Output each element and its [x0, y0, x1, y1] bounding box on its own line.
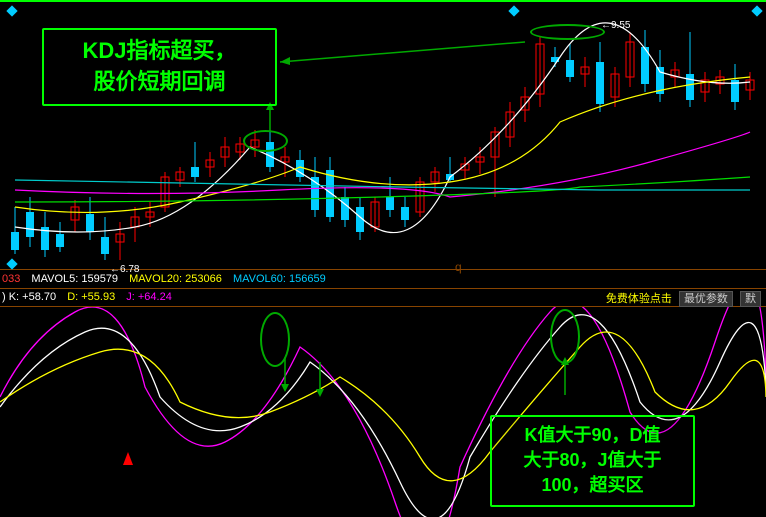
button-area: 免费体验点击 最优参数 默 — [602, 290, 761, 306]
annotation-line: 股价短期回调 — [52, 67, 267, 98]
ellipse-mark — [550, 309, 580, 364]
annotation-line: 大于80，J值大于 — [500, 448, 685, 473]
mavol60-label: MAVOL60: 156659 — [233, 273, 326, 285]
price-high-label: ←9.55 — [601, 20, 630, 31]
ellipse-mark — [260, 312, 290, 367]
chart-root: KDJ指标超买， 股价短期回调 ←9.55 ←6.78 q — [0, 0, 766, 517]
vol-label: 033 — [2, 273, 20, 285]
kdj-j-label: J: +64.24 — [126, 291, 172, 303]
kdj-k-label: ) K: +58.70 — [2, 291, 56, 303]
volume-header: 033 MAVOL5: 159579 MAVOL20: 253066 MAVOL… — [0, 271, 766, 289]
kdj-panel: K值大于90，D值 大于80，J值大于 100，超买区 — [0, 307, 766, 517]
annotation-line: K值大于90，D值 — [500, 423, 685, 448]
ellipse-mark — [530, 24, 605, 40]
kdj-d-label: D: +55.93 — [67, 291, 115, 303]
annotation-line: 100，超买区 — [500, 473, 685, 498]
default-button[interactable]: 默 — [740, 291, 761, 307]
annotation-bottom: K值大于90，D值 大于80，J值大于 100，超买区 — [490, 415, 695, 507]
annotation-top: KDJ指标超买， 股价短期回调 — [42, 28, 277, 106]
trial-link[interactable]: 免费体验点击 — [606, 293, 672, 305]
mavol20-label: MAVOL20: 253066 — [129, 273, 222, 285]
price-panel: KDJ指标超买， 股价短期回调 ←9.55 ←6.78 q — [0, 0, 766, 270]
ellipse-mark — [243, 130, 288, 152]
red-arrow-marker — [123, 452, 133, 465]
annotation-line: KDJ指标超买， — [52, 36, 267, 67]
mavol5-label: MAVOL5: 159579 — [31, 273, 118, 285]
arrow-head — [280, 57, 290, 65]
optimal-button[interactable]: 最优参数 — [679, 291, 733, 307]
arrow-line — [280, 42, 525, 62]
